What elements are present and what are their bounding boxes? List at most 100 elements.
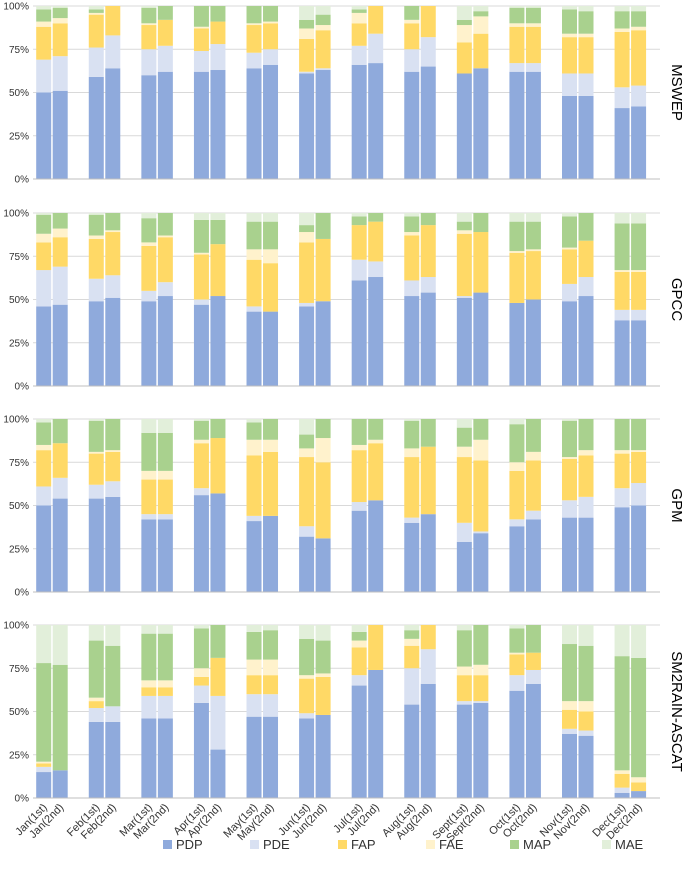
bar-segment-fae (614, 770, 630, 774)
bar-segment-pdp (351, 510, 367, 592)
bar-segment-fae (509, 652, 525, 655)
bar-segment-pdp (210, 296, 226, 386)
bar-segment-fae (614, 450, 630, 454)
bar-segment-fap (210, 657, 226, 696)
bar-segment-map (299, 434, 315, 449)
bar-segment-fae (246, 659, 262, 676)
bar-segment-pde (299, 713, 315, 719)
bar-segment-fap (141, 479, 157, 515)
bar-segment-map (562, 644, 577, 702)
bar-segment-fae (299, 448, 315, 458)
bar-segment-mae (193, 213, 209, 220)
bar-segment-pdp (141, 519, 157, 592)
bar-segment-fap (562, 709, 577, 729)
chart-legend: PDP PDE FAP FAE MAP MAE (163, 837, 644, 852)
bar-segment-map (631, 657, 647, 778)
bar-segment-pdp (631, 505, 647, 592)
bar-segment-fap (88, 14, 104, 48)
bar-segment-pdp (351, 64, 367, 179)
bar-segment-mae (631, 213, 647, 224)
bar-segment-mae (631, 6, 647, 12)
bar-segment-mae (141, 213, 157, 219)
bar-segment-map (420, 419, 436, 447)
bar-segment-pde (473, 531, 489, 534)
bar-segment-pdp (578, 517, 594, 592)
bar-segment-fae (351, 12, 367, 24)
bar-segment-pdp (525, 519, 541, 592)
bar-segment-fae (456, 230, 472, 234)
bar-segment-fap (420, 225, 436, 278)
bar-segment-fae (193, 26, 209, 29)
legend-swatch-fae (426, 840, 435, 849)
bar-segment-fae (562, 247, 577, 250)
bar-segment-map (578, 645, 594, 702)
bar-segment-pde (631, 85, 647, 107)
bar-segment-fae (36, 761, 52, 764)
bar-segment-fae (157, 235, 173, 238)
bar-segment-fap (315, 30, 331, 69)
bar-segment-mae (614, 625, 630, 657)
bar-segment-pdp (105, 297, 121, 386)
bar-segment-map (315, 640, 331, 674)
bar-segment-map (509, 7, 525, 24)
bar-segment-fap (52, 23, 68, 57)
bar-segment-mae (52, 6, 68, 8)
bar-segment-pde (509, 519, 525, 527)
bar-segment-pdp (141, 75, 157, 179)
bar-segment-fae (351, 444, 367, 451)
bar-segment-pde (52, 477, 68, 499)
bar-segment-pdp (420, 683, 436, 798)
bar-segment-pde (210, 695, 226, 750)
bar-segment-map (246, 422, 262, 440)
bar-segment-map (509, 424, 525, 463)
bar-segment-mae (36, 213, 52, 215)
bar-segment-fap (315, 462, 331, 539)
bar-segment-fap (631, 271, 647, 310)
bar-segment-pdp (578, 296, 594, 386)
bar-segment-pdp (88, 721, 104, 798)
bar-segment-fap (509, 470, 525, 520)
bar-segment-map (299, 225, 315, 233)
bar-segment-fap (368, 6, 384, 34)
bar-segment-pde (404, 517, 420, 523)
bar-segment-mae (141, 419, 157, 433)
bar-segment-fae (404, 19, 420, 24)
legend-label-fap: FAP (351, 837, 376, 852)
bar-segment-map (88, 9, 104, 13)
bar-segment-pde (614, 309, 630, 321)
bar-segment-fap (562, 37, 577, 74)
bar-segment-fae (105, 450, 121, 452)
bar-segment-pde (562, 500, 577, 518)
bar-segment-pdp (263, 716, 279, 798)
bar-segment-fap (157, 19, 173, 46)
bar-segment-fap (456, 457, 472, 523)
bar-segment-pde (246, 515, 262, 522)
bar-segment-pde (141, 49, 157, 76)
bar-segment-pdp (456, 704, 472, 798)
bar-segment-fap (210, 244, 226, 297)
bar-segment-mae (562, 419, 577, 421)
bar-segment-map (263, 221, 279, 250)
bar-segment-mae (404, 213, 420, 217)
bar-segment-pdp (509, 71, 525, 179)
bar-segment-map (263, 419, 279, 440)
bar-segment-mae (193, 625, 209, 629)
bar-segment-fap (420, 6, 436, 38)
bar-segment-map (404, 420, 420, 449)
bar-segment-mae (246, 213, 262, 222)
bar-segment-pde (299, 71, 315, 74)
panel-1: 0% 25% 50% 75% 100% GPCC (3, 209, 685, 393)
bar-segment-pde (368, 33, 384, 64)
panel-3: 0% 25% 50% 75% 100% SM2RAIN-ASCAT (3, 621, 685, 805)
bar-segment-mae (193, 419, 209, 421)
bar-segment-pde (105, 706, 121, 722)
bar-segment-pde (420, 277, 436, 293)
bar-segment-fap (299, 678, 315, 714)
bar-segment-fae (631, 270, 647, 272)
bar-segment-mae (614, 213, 630, 224)
bar-segment-pdp (36, 505, 52, 592)
bar-segment-map (36, 422, 52, 445)
bar-segment-map (525, 419, 541, 452)
bar-segment-fap (88, 453, 104, 485)
bar-segment-pde (351, 502, 367, 511)
